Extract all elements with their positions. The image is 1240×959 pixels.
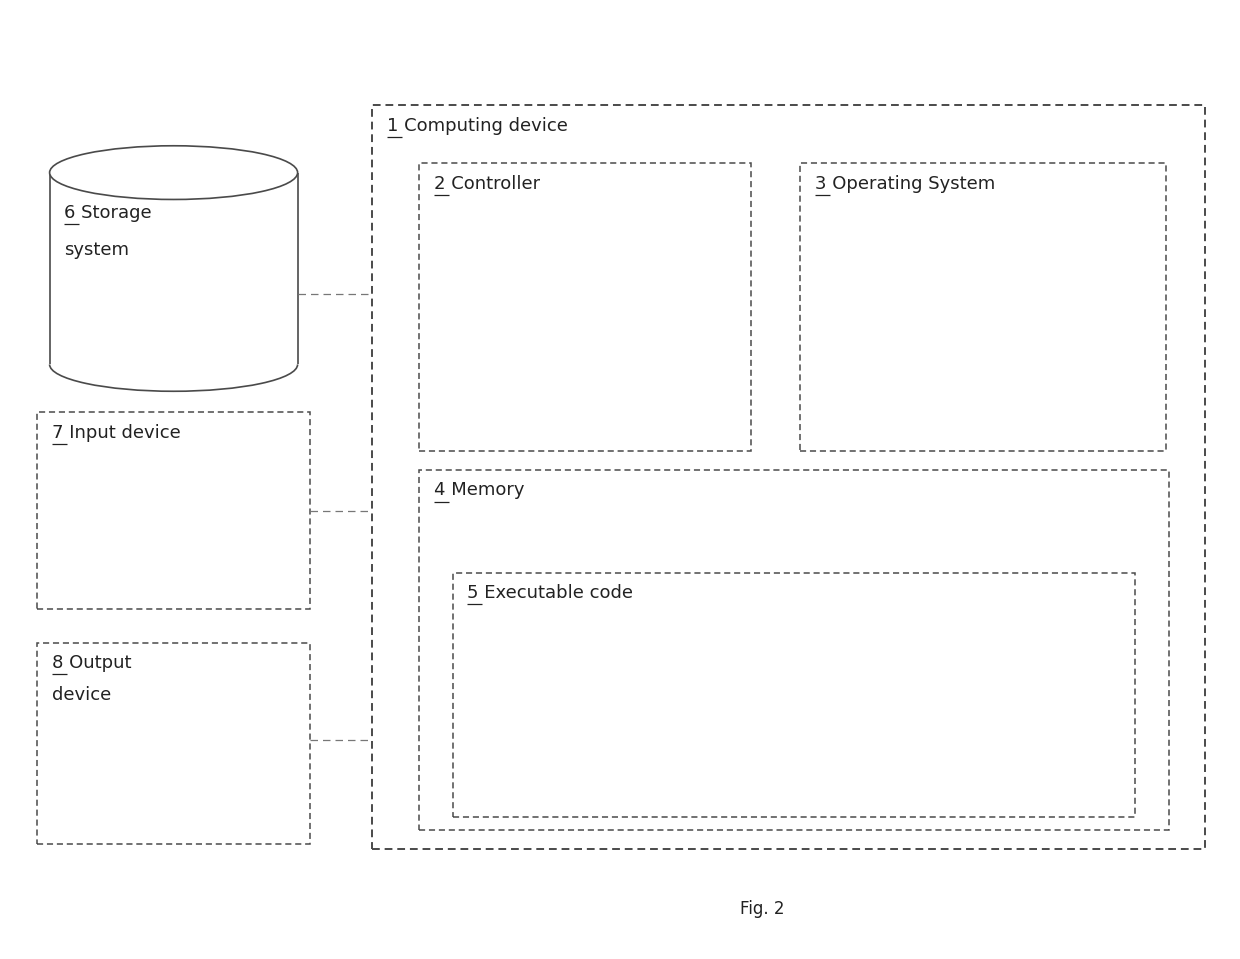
Bar <box>800 163 1166 451</box>
Ellipse shape <box>50 146 298 199</box>
Text: system: system <box>64 241 129 259</box>
Bar <box>453 573 1135 817</box>
Text: 6 Storage: 6 Storage <box>64 204 153 222</box>
Text: 3 Operating System: 3 Operating System <box>815 175 994 193</box>
Bar <box>419 163 751 451</box>
Text: 4 Memory: 4 Memory <box>434 481 525 500</box>
Text: 8 Output: 8 Output <box>52 654 131 672</box>
Bar <box>37 643 310 844</box>
Text: 1 Computing device: 1 Computing device <box>387 117 568 135</box>
Text: Fig. 2: Fig. 2 <box>740 901 785 918</box>
Bar <box>419 470 1169 830</box>
Text: 2 Controller: 2 Controller <box>434 175 541 193</box>
Text: 7 Input device: 7 Input device <box>52 424 181 442</box>
Bar <box>372 105 1205 849</box>
Bar <box>37 412 310 609</box>
Text: 5 Executable code: 5 Executable code <box>467 584 634 602</box>
Bar <box>50 173 298 364</box>
Text: device: device <box>52 686 112 704</box>
